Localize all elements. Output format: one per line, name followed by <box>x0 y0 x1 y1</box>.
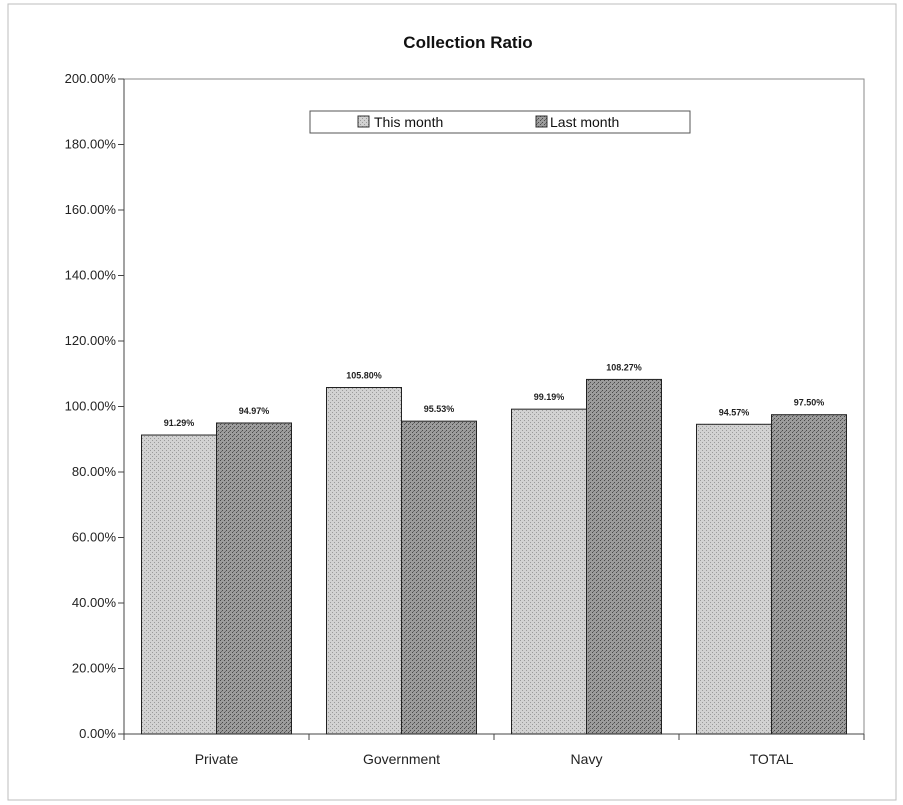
bar-last-month <box>771 414 847 735</box>
data-label: 97.50% <box>794 398 825 408</box>
y-tick-label: 80.00% <box>72 464 117 479</box>
data-label: 99.19% <box>534 392 565 402</box>
bar-this-month <box>511 408 587 735</box>
y-tick-label: 20.00% <box>72 661 117 676</box>
y-tick-label: 60.00% <box>72 530 117 545</box>
x-category-label: Private <box>195 751 239 767</box>
bar-last-month <box>586 378 662 735</box>
chart-title: Collection Ratio <box>403 33 532 52</box>
y-tick-label: 200.00% <box>65 71 117 86</box>
y-tick-label: 160.00% <box>65 202 117 217</box>
legend-box <box>309 110 691 134</box>
x-label-group: Private Government Navy TOTAL <box>123 734 865 767</box>
bar-this-month <box>141 434 217 735</box>
bar-last-month <box>401 420 477 735</box>
data-label: 94.97% <box>239 406 270 416</box>
bar-this-month <box>696 423 772 735</box>
bar-last-month <box>216 422 292 735</box>
y-tick-label: 0.00% <box>79 726 116 741</box>
y-tick-group: 0.00% 20.00% 40.00% 60.00% 80.00% 100.00% 120.… <box>65 71 124 741</box>
y-tick-label: 120.00% <box>65 333 117 348</box>
x-category-label: Government <box>363 751 440 767</box>
y-tick-label: 100.00% <box>65 399 117 414</box>
legend-swatch-this-month <box>357 115 370 128</box>
legend: This month Last month <box>309 110 691 134</box>
legend-swatch-last-month <box>535 115 548 128</box>
data-label-group: 91.29% 94.97% 105.80% 95.53% 99.19% 108.27% 94… <box>164 362 825 428</box>
y-tick-label: 140.00% <box>65 268 117 283</box>
y-tick-label: 40.00% <box>72 595 117 610</box>
data-label: 108.27% <box>606 362 642 372</box>
data-label: 105.80% <box>346 371 382 381</box>
x-category-label: TOTAL <box>750 751 794 767</box>
legend-label-this-month: This month <box>374 114 443 130</box>
data-label: 91.29% <box>164 418 195 428</box>
x-category-label: Navy <box>571 751 603 767</box>
bar-group <box>141 378 847 735</box>
data-label: 94.57% <box>719 407 750 417</box>
legend-label-last-month: Last month <box>550 114 619 130</box>
bar-this-month <box>326 387 402 735</box>
data-label: 95.53% <box>424 404 455 414</box>
y-tick-label: 180.00% <box>65 137 117 152</box>
